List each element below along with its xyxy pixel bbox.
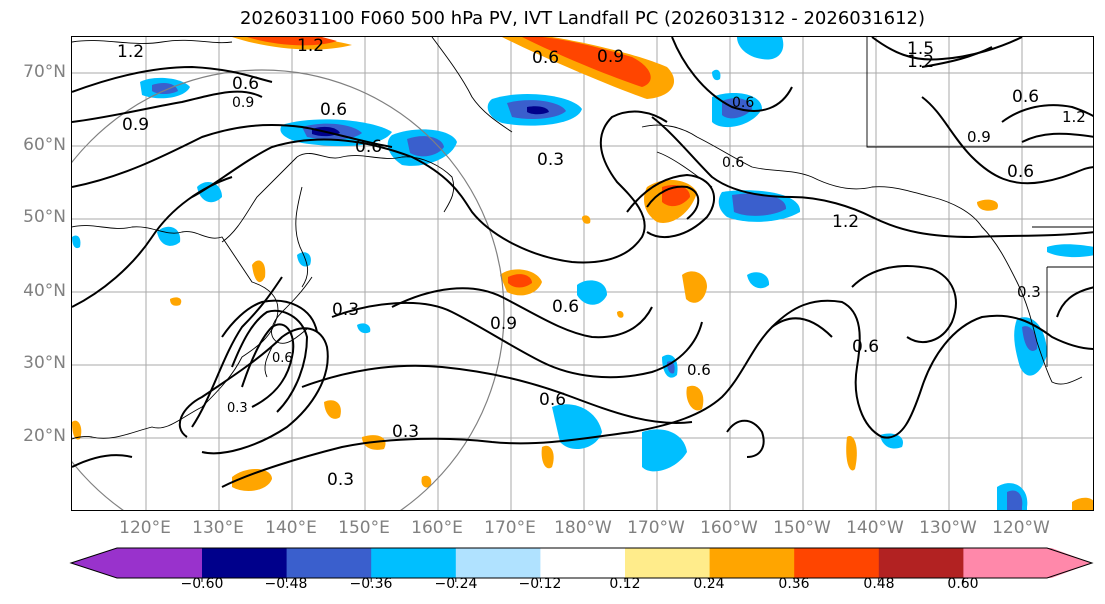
coastlines [72, 37, 1093, 440]
lat-label-60n: 60°N [23, 135, 66, 155]
contour-label: 0.6 [532, 48, 559, 68]
lon-label-140e: 140°E [265, 518, 317, 538]
contour-label: 0.3 [327, 470, 354, 490]
contour-label: 0.3 [537, 150, 564, 170]
colorbar [69, 547, 1094, 582]
colorbar-segment [202, 548, 288, 578]
contour-label: 0.6 [732, 95, 754, 111]
lat-label-30n: 30°N [23, 353, 66, 373]
lon-label-130w: 130°W [919, 518, 977, 538]
contour-label: 0.6 [232, 74, 259, 94]
contour-label: 0.6 [722, 155, 744, 171]
contour-label: 1.2 [1062, 108, 1086, 126]
lat-label-20n: 20°N [23, 426, 66, 446]
colorbar-segment [286, 548, 372, 578]
map-title: 2026031100 F060 500 hPa PV, IVT Landfall… [239, 8, 926, 29]
colorbar-extend-min [71, 548, 119, 578]
colorbar-tick-label: −0.24 [434, 576, 478, 592]
contour-labels: 1.2 1.2 0.9 0.6 0.6 0.9 0.6 0.6 0.3 0.6 … [117, 37, 1086, 490]
contour-label: 0.6 [320, 100, 347, 120]
colorbar-segment [709, 548, 795, 578]
contour-label: 0.9 [232, 95, 254, 111]
contour-label: 1.2 [117, 42, 144, 62]
contour-label: 0.6 [552, 297, 579, 317]
pv-contours [72, 37, 1093, 488]
contour-label: 0.6 [539, 390, 566, 410]
contour-label: 1.2 [832, 212, 859, 232]
colorbar-segment [963, 548, 1052, 578]
contour-label: 0.3 [332, 300, 359, 320]
contour-label: 0.9 [490, 314, 517, 334]
contour-label: 0.3 [227, 401, 248, 416]
colorbar-tick-label: 0.12 [609, 576, 641, 592]
lon-label-160w: 160°W [700, 518, 758, 538]
lon-label-120e: 120°E [119, 518, 171, 538]
colorbar-tick-label: −0.36 [349, 576, 393, 592]
lon-label-140w: 140°W [846, 518, 904, 538]
lon-label-170w: 170°W [627, 518, 685, 538]
colorbar-segment [117, 548, 202, 578]
lon-label-130e: 130°E [192, 518, 244, 538]
contour-label: 0.6 [1012, 87, 1039, 107]
contour-label: 0.9 [967, 128, 991, 146]
lat-label-50n: 50°N [23, 207, 66, 227]
contour-label: 0.9 [597, 47, 624, 67]
contour-label: 1.5 [907, 39, 934, 59]
colorbar-segment [794, 548, 880, 578]
colorbar-outline [69, 547, 1094, 579]
contour-label: 0.9 [122, 115, 149, 135]
contour-label: 0.3 [1017, 283, 1041, 301]
colorbar-tick-label: 0.48 [863, 576, 895, 592]
contour-label: 0.3 [392, 422, 419, 442]
contour-label: 0.6 [355, 137, 382, 157]
colorbar-tick-label: −0.48 [264, 576, 308, 592]
lon-label-150e: 150°E [338, 518, 390, 538]
colorbar-segment [540, 548, 626, 578]
colorbar-tick-label: 0.24 [693, 576, 725, 592]
colorbar-segment [625, 548, 711, 578]
colorbar-segment [878, 548, 964, 578]
contour-label: 0.6 [272, 351, 293, 366]
map-panel: 1.2 1.2 0.9 0.6 0.6 0.9 0.6 0.6 0.3 0.6 … [71, 36, 1094, 511]
lon-label-160e: 160°E [411, 518, 463, 538]
map-canvas: 1.2 1.2 0.9 0.6 0.6 0.9 0.6 0.6 0.3 0.6 … [72, 37, 1093, 510]
search-radius-circle [72, 69, 505, 510]
colorbar-tick-label: −0.12 [518, 576, 562, 592]
contour-label: 0.6 [852, 337, 879, 357]
contour-label: 0.6 [687, 361, 711, 379]
colorbar-tick-label: 0.36 [778, 576, 810, 592]
colorbar-extend-max [1049, 548, 1092, 578]
lat-label-70n: 70°N [23, 62, 66, 82]
contour-label: 1.2 [297, 37, 324, 56]
colorbar-tick-label: −0.60 [180, 576, 224, 592]
lon-label-150w: 150°W [773, 518, 831, 538]
contour-label: 1.2 [907, 52, 934, 72]
colorbar-tick-label: 0.60 [947, 576, 979, 592]
colorbar-segment [455, 548, 541, 578]
colorbar-segment [371, 548, 457, 578]
lon-label-120w: 120°W [992, 518, 1050, 538]
lon-label-180w: 180°W [554, 518, 612, 538]
pv-negative-anomalies [72, 37, 1093, 510]
contour-label: 0.6 [1007, 162, 1034, 182]
pv-positive-anomalies [72, 37, 1093, 510]
lat-label-40n: 40°N [23, 281, 66, 301]
lon-label-170e: 170°E [484, 518, 536, 538]
